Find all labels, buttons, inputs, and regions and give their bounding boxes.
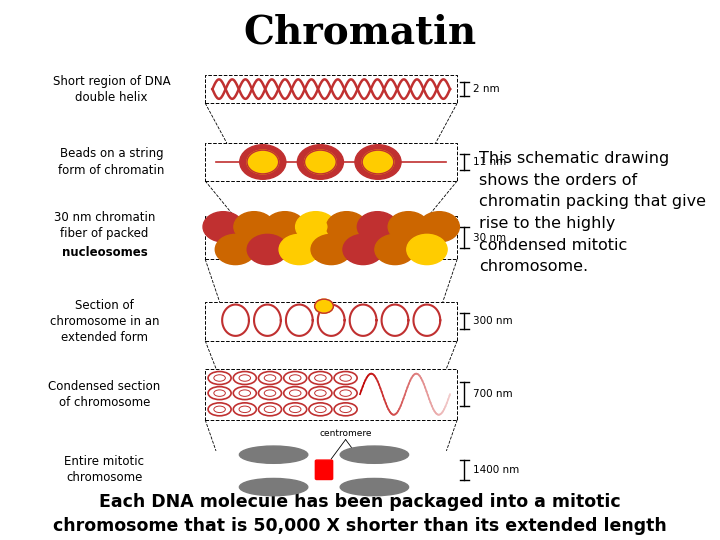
Ellipse shape (239, 446, 307, 463)
Text: 30 nm chromatin
fiber of packed: 30 nm chromatin fiber of packed (54, 211, 155, 240)
Text: Beads on a string
form of chromatin: Beads on a string form of chromatin (58, 147, 165, 177)
Circle shape (311, 234, 351, 265)
Circle shape (296, 212, 336, 242)
Circle shape (247, 234, 287, 265)
Ellipse shape (341, 446, 409, 463)
Circle shape (203, 212, 243, 242)
Text: Chromatin: Chromatin (243, 14, 477, 51)
Text: Each DNA molecule has been packaged into a mitotic
chromosome that is 50,000 X s: Each DNA molecule has been packaged into… (53, 493, 667, 535)
Circle shape (407, 234, 447, 265)
Ellipse shape (239, 478, 307, 496)
Circle shape (240, 145, 286, 179)
Circle shape (305, 150, 336, 174)
Text: 1400 nm: 1400 nm (473, 465, 519, 475)
Circle shape (279, 234, 320, 265)
Text: centromere: centromere (320, 429, 372, 438)
Text: Section of
chromosome in an
extended form: Section of chromosome in an extended for… (50, 299, 159, 344)
Circle shape (215, 234, 256, 265)
Circle shape (265, 212, 305, 242)
Circle shape (315, 299, 333, 313)
Text: nucleosomes: nucleosomes (61, 246, 148, 259)
Circle shape (234, 212, 274, 242)
Text: This schematic drawing
shows the orders of
chromatin packing that give
rise to t: This schematic drawing shows the orders … (479, 151, 706, 274)
Circle shape (362, 150, 394, 174)
Circle shape (326, 212, 366, 242)
Circle shape (388, 212, 428, 242)
Circle shape (343, 234, 383, 265)
Text: Entire mitotic
chromosome: Entire mitotic chromosome (64, 455, 145, 484)
Circle shape (247, 150, 279, 174)
Text: Short region of DNA
double helix: Short region of DNA double helix (53, 75, 171, 104)
Text: Condensed section
of chromosome: Condensed section of chromosome (48, 380, 161, 409)
Text: 700 nm: 700 nm (473, 389, 513, 399)
Circle shape (355, 145, 401, 179)
Circle shape (375, 234, 415, 265)
FancyBboxPatch shape (315, 460, 333, 480)
Circle shape (305, 219, 327, 235)
Text: 2 nm: 2 nm (473, 84, 500, 94)
Circle shape (357, 212, 397, 242)
Circle shape (297, 145, 343, 179)
Circle shape (419, 212, 459, 242)
Text: 300 nm: 300 nm (473, 316, 513, 326)
Text: 11 nm: 11 nm (473, 157, 506, 167)
Text: 30 nm: 30 nm (473, 233, 506, 242)
Ellipse shape (341, 478, 409, 496)
